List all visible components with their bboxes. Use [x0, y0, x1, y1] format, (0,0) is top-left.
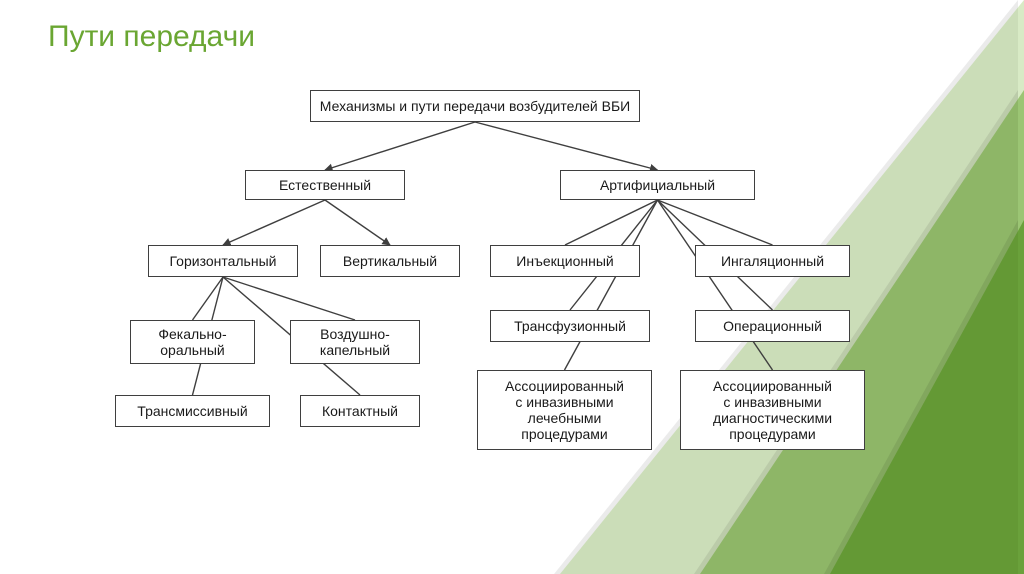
node-nat: Естественный: [245, 170, 405, 200]
node-oper: Операционный: [695, 310, 850, 342]
node-inj: Инъекционный: [490, 245, 640, 277]
node-inh: Ингаляционный: [695, 245, 850, 277]
node-vert: Вертикальный: [320, 245, 460, 277]
node-horiz: Горизонтальный: [148, 245, 298, 277]
node-root: Механизмы и пути передачи возбудителей В…: [310, 90, 640, 122]
slide-title: Пути передачи: [48, 20, 255, 54]
node-kont: Контактный: [300, 395, 420, 427]
node-ainvL: Ассоциированныйс инвазивнымилечебнымипро…: [477, 370, 652, 450]
node-trans: Трансмиссивный: [115, 395, 270, 427]
slide-decor: [0, 0, 1024, 574]
node-ainvD: Ассоциированныйс инвазивнымидиагностичес…: [680, 370, 865, 450]
node-trf: Трансфузионный: [490, 310, 650, 342]
node-vozd: Воздушно-капельный: [290, 320, 420, 364]
node-fek: Фекально-оральный: [130, 320, 255, 364]
diagram-edges: [0, 0, 1024, 574]
node-art: Артифициальный: [560, 170, 755, 200]
